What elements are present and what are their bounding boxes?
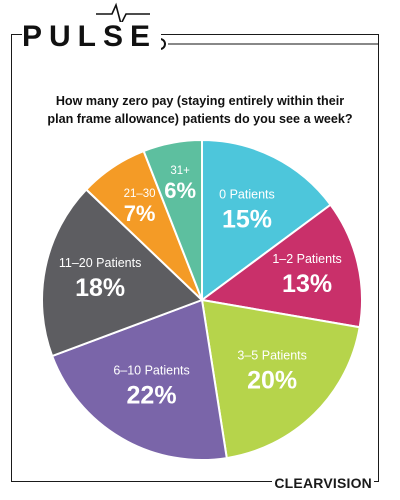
pie-slice [142, 138, 203, 301]
pie-slice [201, 138, 332, 302]
heartbeat-line-icon [96, 2, 150, 27]
pulse-logo: PULSE [22, 22, 162, 52]
slice-percent-label: 15% [222, 206, 272, 234]
slice-percent-label: 22% [127, 381, 177, 409]
chart-title-line-2: plan frame allowance) patients do you se… [47, 112, 353, 126]
pie-slice [200, 298, 361, 460]
chart-title-line-1: How many zero pay (staying entirely with… [55, 94, 345, 108]
pie-slice [41, 188, 204, 358]
pie-slice [199, 203, 363, 329]
slice-category-label: 6–10 Patients [113, 363, 189, 377]
slice-percent-label: 20% [247, 366, 297, 394]
clearvision-logo: CLEARVISION [272, 475, 374, 491]
slice-category-label: 21–30 [124, 188, 156, 200]
slice-category-label: 0 Patients [219, 188, 275, 202]
slice-percent-label: 13% [282, 270, 332, 298]
slice-category-label: 31+ [170, 165, 190, 177]
slice-percent-label: 18% [75, 274, 125, 302]
slice-category-label: 11–20 Patients [59, 256, 141, 270]
slice-category-label: 1–2 Patients [272, 252, 342, 266]
slice-percent-label: 6% [164, 178, 196, 203]
chart-title: How many zero pay (staying entirely with… [24, 92, 376, 128]
slice-category-label: 3–5 Patients [237, 348, 307, 362]
slice-percent-label: 7% [124, 201, 156, 226]
